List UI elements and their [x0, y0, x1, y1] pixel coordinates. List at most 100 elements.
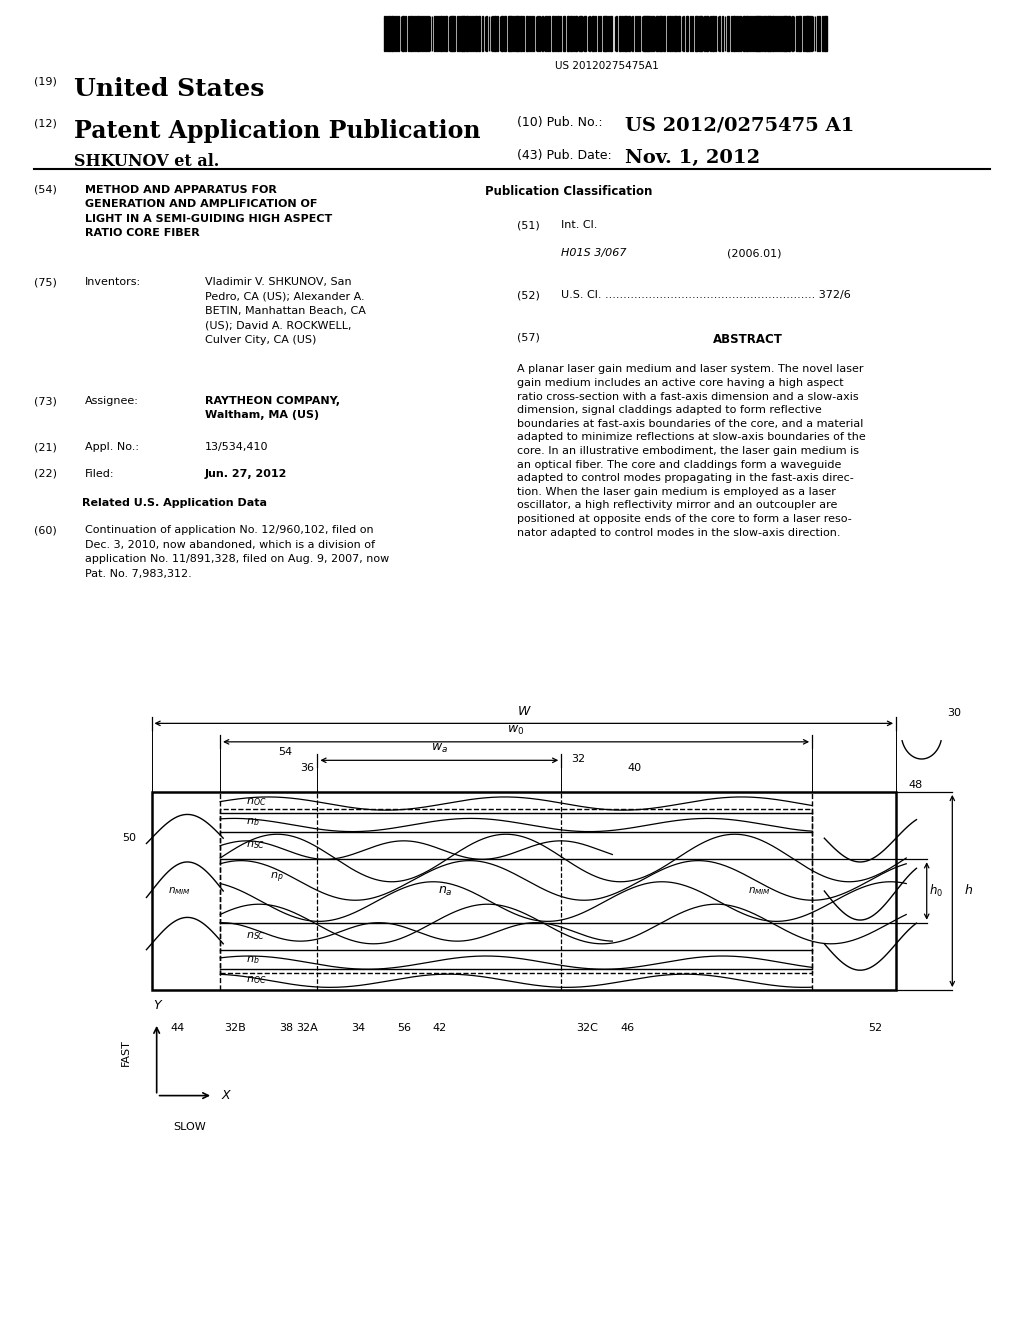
Text: United States: United States [74, 77, 264, 100]
Bar [635, 16, 636, 50]
Text: 38: 38 [280, 1023, 294, 1034]
Bar [783, 16, 785, 50]
Text: Continuation of application No. 12/960,102, filed on
Dec. 3, 2010, now abandoned: Continuation of application No. 12/960,1… [85, 525, 389, 578]
Bar [780, 16, 782, 50]
Text: (12): (12) [34, 119, 56, 129]
Text: 32A: 32A [296, 1023, 318, 1034]
Bar [497, 16, 499, 50]
Bar [520, 16, 522, 50]
Bar [557, 16, 559, 50]
Text: Y: Y [153, 999, 161, 1012]
Bar [451, 16, 452, 50]
Text: (22): (22) [34, 469, 56, 479]
Text: 56: 56 [397, 1023, 412, 1034]
Text: $w_0$: $w_0$ [508, 723, 524, 737]
Text: $n_a$: $n_a$ [438, 884, 453, 898]
Bar [560, 16, 561, 50]
Bar [475, 16, 477, 50]
Bar [549, 16, 550, 50]
Text: Appl. No.:: Appl. No.: [85, 442, 139, 453]
Bar [545, 16, 547, 50]
Text: 32B: 32B [224, 1023, 247, 1034]
Text: $w_a$: $w_a$ [431, 742, 447, 755]
Bar [495, 16, 496, 50]
Bar [493, 16, 494, 50]
Bar [552, 16, 554, 50]
Text: 32C: 32C [575, 1023, 598, 1034]
Bar [726, 16, 729, 50]
Text: $n_{OC}$: $n_{OC}$ [246, 796, 266, 808]
Text: $n_b$: $n_b$ [246, 816, 259, 828]
Text: (60): (60) [34, 525, 56, 536]
Text: $n_p$: $n_p$ [269, 871, 284, 884]
Bar [759, 16, 761, 50]
Bar [772, 16, 774, 50]
Bar [410, 16, 413, 50]
Bar [515, 16, 517, 50]
Bar [424, 16, 425, 50]
Text: 40: 40 [628, 763, 642, 774]
Bar [422, 16, 423, 50]
Bar [152, 792, 896, 990]
Bar [598, 16, 599, 50]
Bar [603, 16, 604, 50]
Text: Nov. 1, 2012: Nov. 1, 2012 [625, 149, 760, 168]
Bar [712, 16, 714, 50]
Bar [463, 16, 464, 50]
Bar [678, 16, 680, 50]
Text: (54): (54) [34, 185, 56, 195]
Text: (75): (75) [34, 277, 56, 288]
Bar [774, 16, 776, 50]
Text: METHOD AND APPARATUS FOR
GENERATION AND AMPLIFICATION OF
LIGHT IN A SEMI-GUIDING: METHOD AND APPARATUS FOR GENERATION AND … [85, 185, 332, 238]
Text: $h_0$: $h_0$ [929, 883, 943, 899]
Text: $n_{MIM}$: $n_{MIM}$ [168, 886, 190, 896]
Bar [637, 16, 638, 50]
Bar [610, 16, 612, 50]
Bar [478, 16, 480, 50]
Bar [445, 16, 447, 50]
Text: Vladimir V. SHKUNOV, San
Pedro, CA (US); Alexander A.
BETIN, Manhattan Beach, CA: Vladimir V. SHKUNOV, San Pedro, CA (US);… [205, 277, 366, 345]
Bar [799, 16, 800, 50]
Text: (43) Pub. Date:: (43) Pub. Date: [517, 149, 612, 162]
Bar [605, 16, 607, 50]
Bar [656, 16, 658, 50]
Bar [645, 16, 646, 50]
Bar [572, 16, 574, 50]
Bar [746, 16, 749, 50]
Bar [825, 16, 827, 50]
Bar [821, 16, 823, 50]
Text: h: h [965, 884, 973, 898]
Bar [459, 16, 460, 50]
Bar [486, 16, 487, 50]
Bar [438, 16, 439, 50]
Text: (51): (51) [517, 220, 540, 231]
Text: ABSTRACT: ABSTRACT [713, 333, 782, 346]
Bar [696, 16, 698, 50]
Bar [402, 16, 404, 50]
Text: (19): (19) [34, 77, 56, 87]
Bar [675, 16, 678, 50]
Text: 30: 30 [947, 708, 962, 718]
Bar [667, 16, 668, 50]
Text: (2006.01): (2006.01) [727, 248, 781, 259]
Bar [622, 16, 624, 50]
Text: (73): (73) [34, 396, 56, 407]
Bar [534, 16, 535, 50]
Text: $n_b$: $n_b$ [246, 954, 259, 966]
Bar [764, 16, 766, 50]
Text: (52): (52) [517, 290, 540, 301]
Bar [776, 16, 778, 50]
Text: 13/534,410: 13/534,410 [205, 442, 268, 453]
Bar [664, 16, 665, 50]
Bar [592, 16, 594, 50]
Bar [406, 16, 407, 50]
Bar [620, 16, 621, 50]
Text: 42: 42 [432, 1023, 446, 1034]
Text: U.S. Cl. .......................................................... 372/6: U.S. Cl. ...............................… [561, 290, 851, 301]
Text: Int. Cl.: Int. Cl. [561, 220, 598, 231]
Bar [457, 16, 458, 50]
Text: $n_{SC}$: $n_{SC}$ [246, 840, 265, 851]
Text: 34: 34 [351, 1023, 366, 1034]
Bar [584, 16, 587, 50]
Text: 50: 50 [122, 833, 136, 843]
